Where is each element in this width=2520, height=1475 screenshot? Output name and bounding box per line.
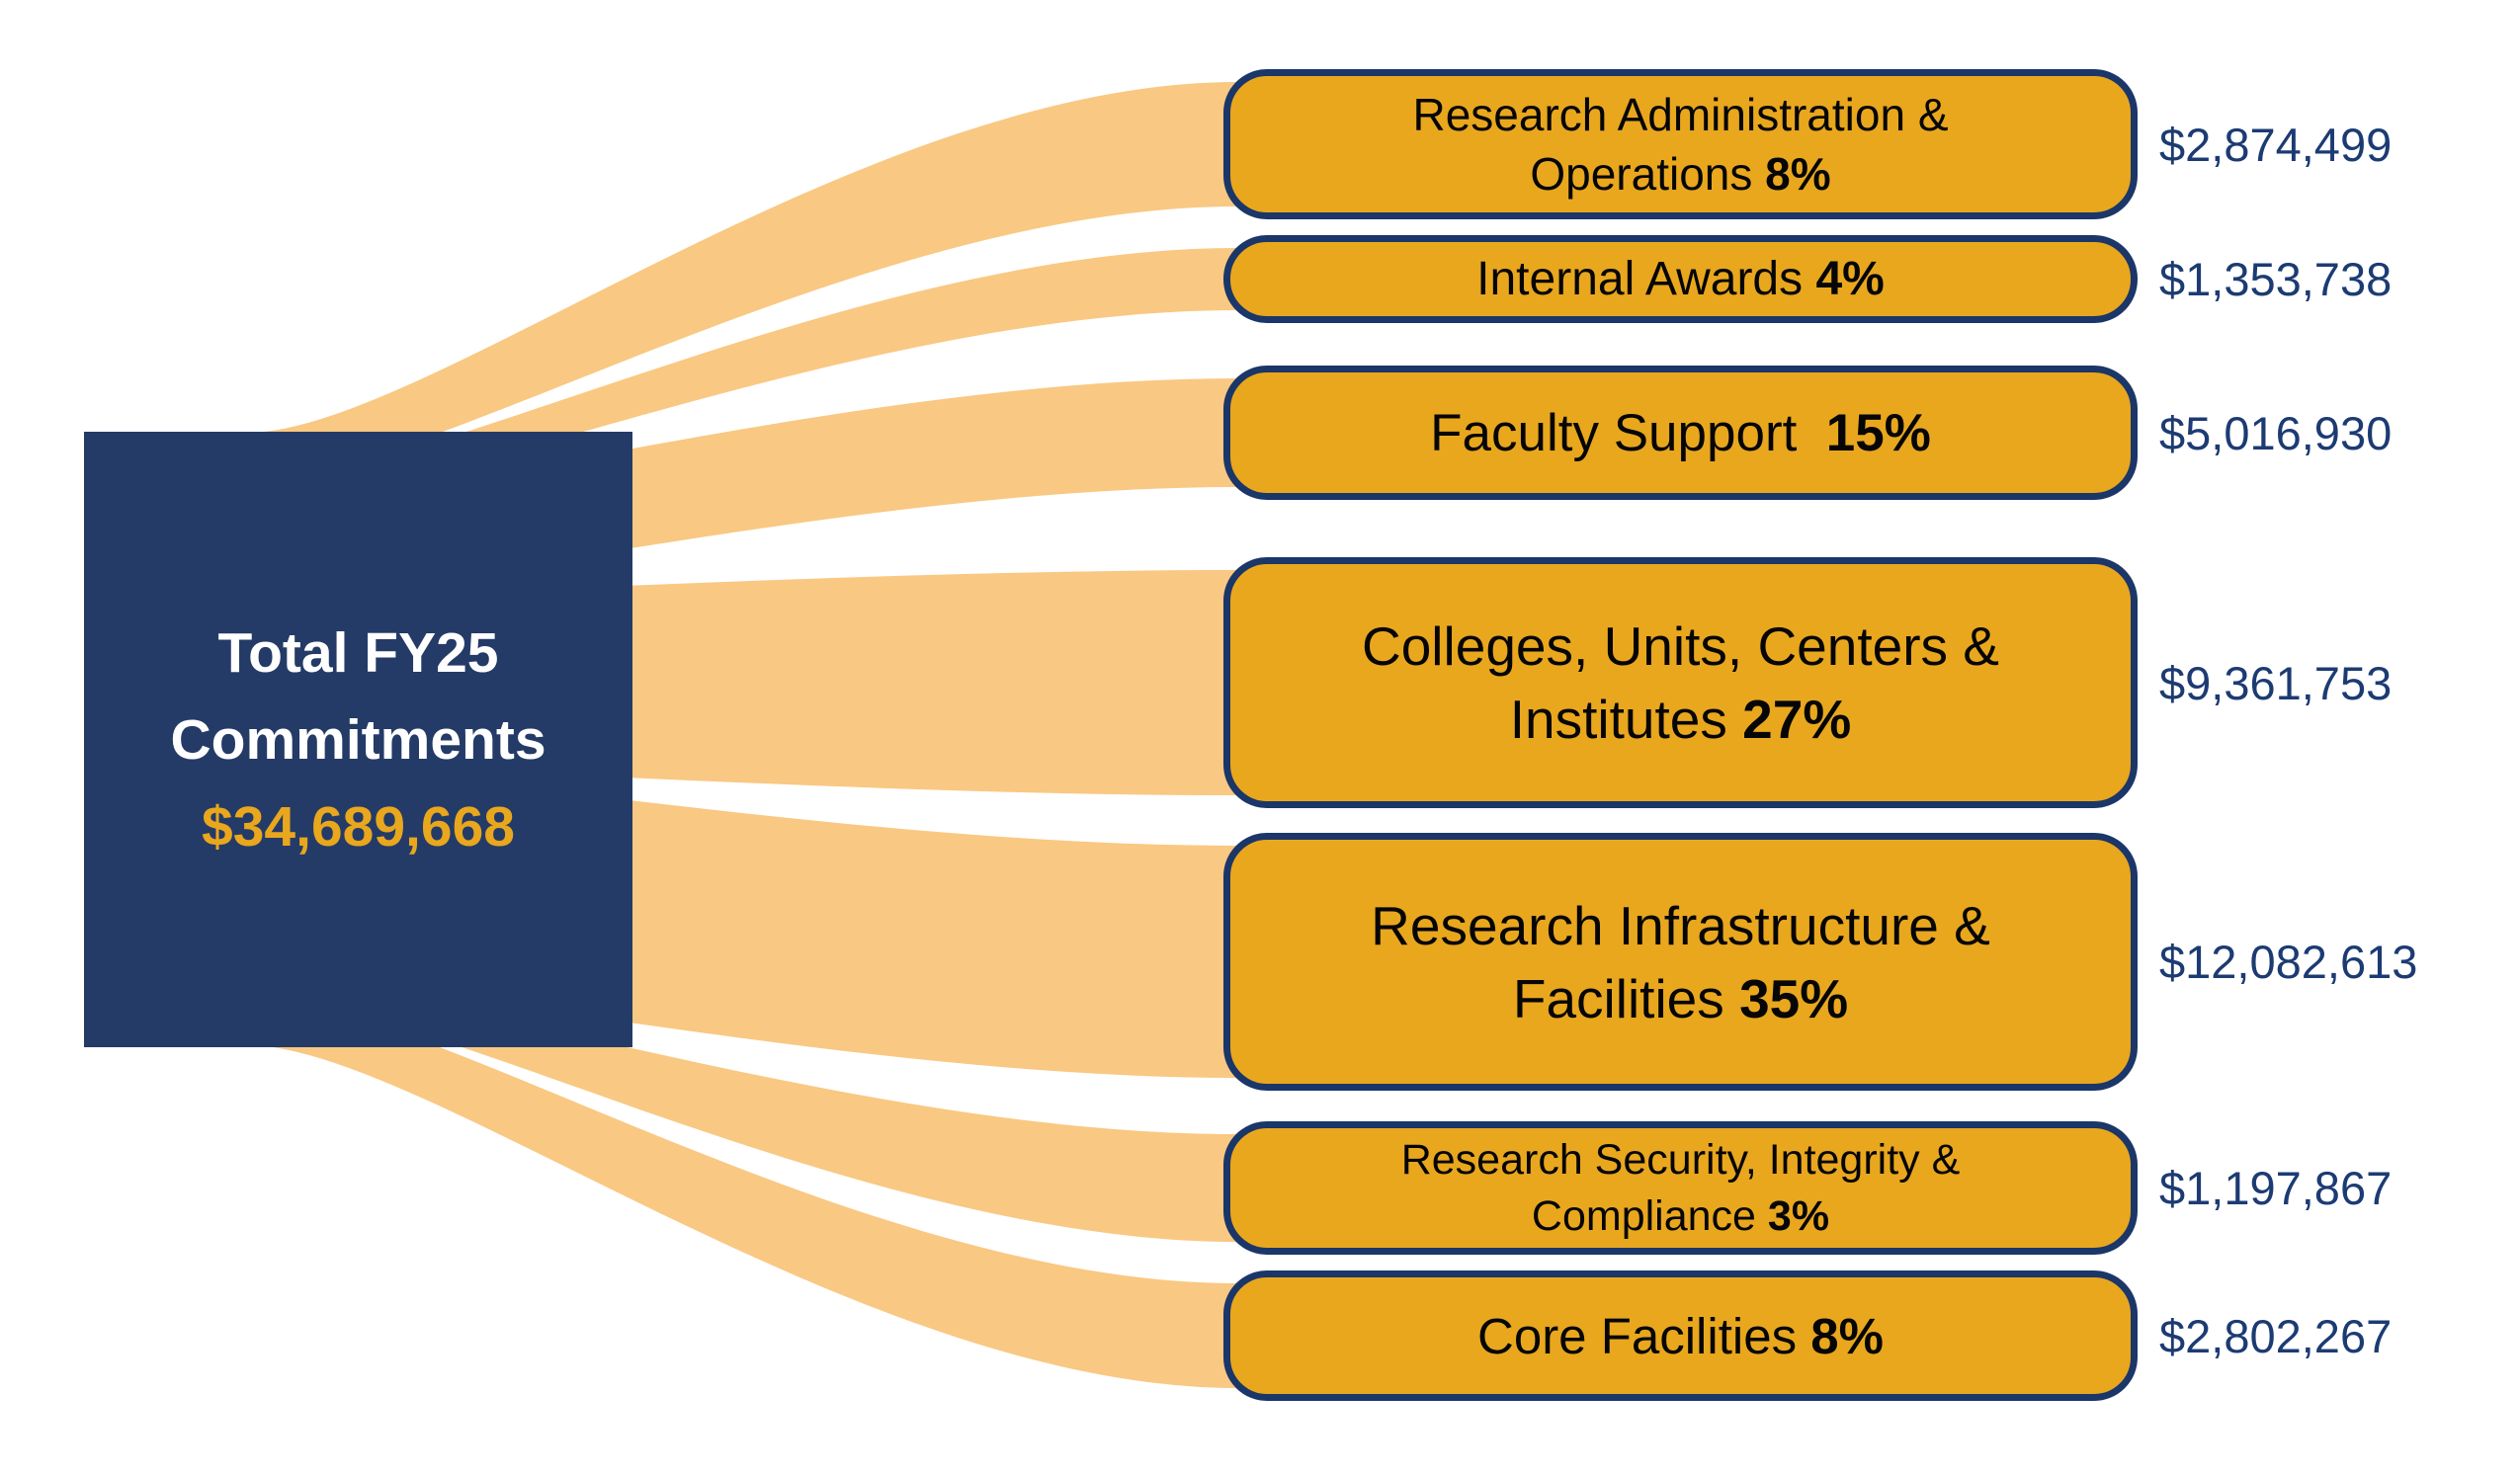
category-box-colleges-units-centers-institutes: Colleges, Units, Centers & Institutes 27…: [1223, 557, 2138, 808]
amount-internal-awards: $1,353,738: [2159, 253, 2393, 305]
category-label-line1: Faculty Support: [1430, 403, 1798, 462]
amount-core-facilities: $2,802,267: [2159, 1309, 2393, 1362]
source-total-amount: $34,689,668: [202, 794, 515, 859]
amount-research-security-integrity-compliance: $1,197,867: [2159, 1162, 2393, 1214]
category-pct: 15%: [1825, 403, 1931, 462]
category-box-research-infrastructure-facilities: Research Infrastructure & Facilities 35%: [1223, 833, 2138, 1091]
category-label-line1: Research Infrastructure &: [1371, 894, 1990, 956]
category-box-research-security-integrity-compliance: Research Security, Integrity & Complianc…: [1223, 1121, 2138, 1255]
category-pct: 4%: [1815, 253, 1885, 305]
category-label-line1: Internal Awards: [1476, 253, 1804, 305]
amount-faculty-support: $5,016,930: [2159, 406, 2393, 459]
category-box-core-facilities: Core Facilities 8%: [1223, 1270, 2138, 1401]
flow-ribbon-6: [247, 996, 1237, 1388]
category-label-line2: Compliance: [1531, 1191, 1756, 1240]
category-label-line2: Institutes: [1509, 689, 1727, 750]
source-title-line1: Total FY25: [217, 620, 499, 685]
category-label-line2: Operations: [1530, 148, 1753, 200]
category-label-line1: Research Security, Integrity &: [1400, 1135, 1961, 1184]
amount-research-infrastructure-facilities: $12,082,613: [2159, 936, 2418, 988]
category-box-research-administration-operations: Research Administration & Operations 8%: [1223, 69, 2138, 219]
category-pct: 8%: [1810, 1307, 1884, 1364]
category-label-line1: Research Administration &: [1412, 89, 1949, 140]
category-label-line2: Facilities: [1512, 967, 1724, 1029]
category-label-line1: Core Facilities: [1477, 1307, 1798, 1364]
amount-research-administration-operations: $2,874,499: [2159, 118, 2393, 171]
category-pct: 3%: [1767, 1191, 1830, 1240]
category-pct: 8%: [1765, 148, 1831, 200]
category-pct: 27%: [1742, 689, 1852, 750]
category-box-faculty-support: Faculty Support 15%: [1223, 366, 2138, 500]
category-box-internal-awards: Internal Awards 4%: [1223, 235, 2138, 323]
flow-ribbon-0: [247, 82, 1237, 482]
source-title-line2: Commitments: [170, 707, 546, 772]
source-box-total-fy25-commitments: Total FY25 Commitments $34,689,668: [84, 432, 632, 1047]
amount-colleges-units-centers-institutes: $9,361,753: [2159, 656, 2393, 709]
category-label-line1: Colleges, Units, Centers &: [1362, 615, 1999, 677]
category-pct: 35%: [1739, 967, 1849, 1029]
